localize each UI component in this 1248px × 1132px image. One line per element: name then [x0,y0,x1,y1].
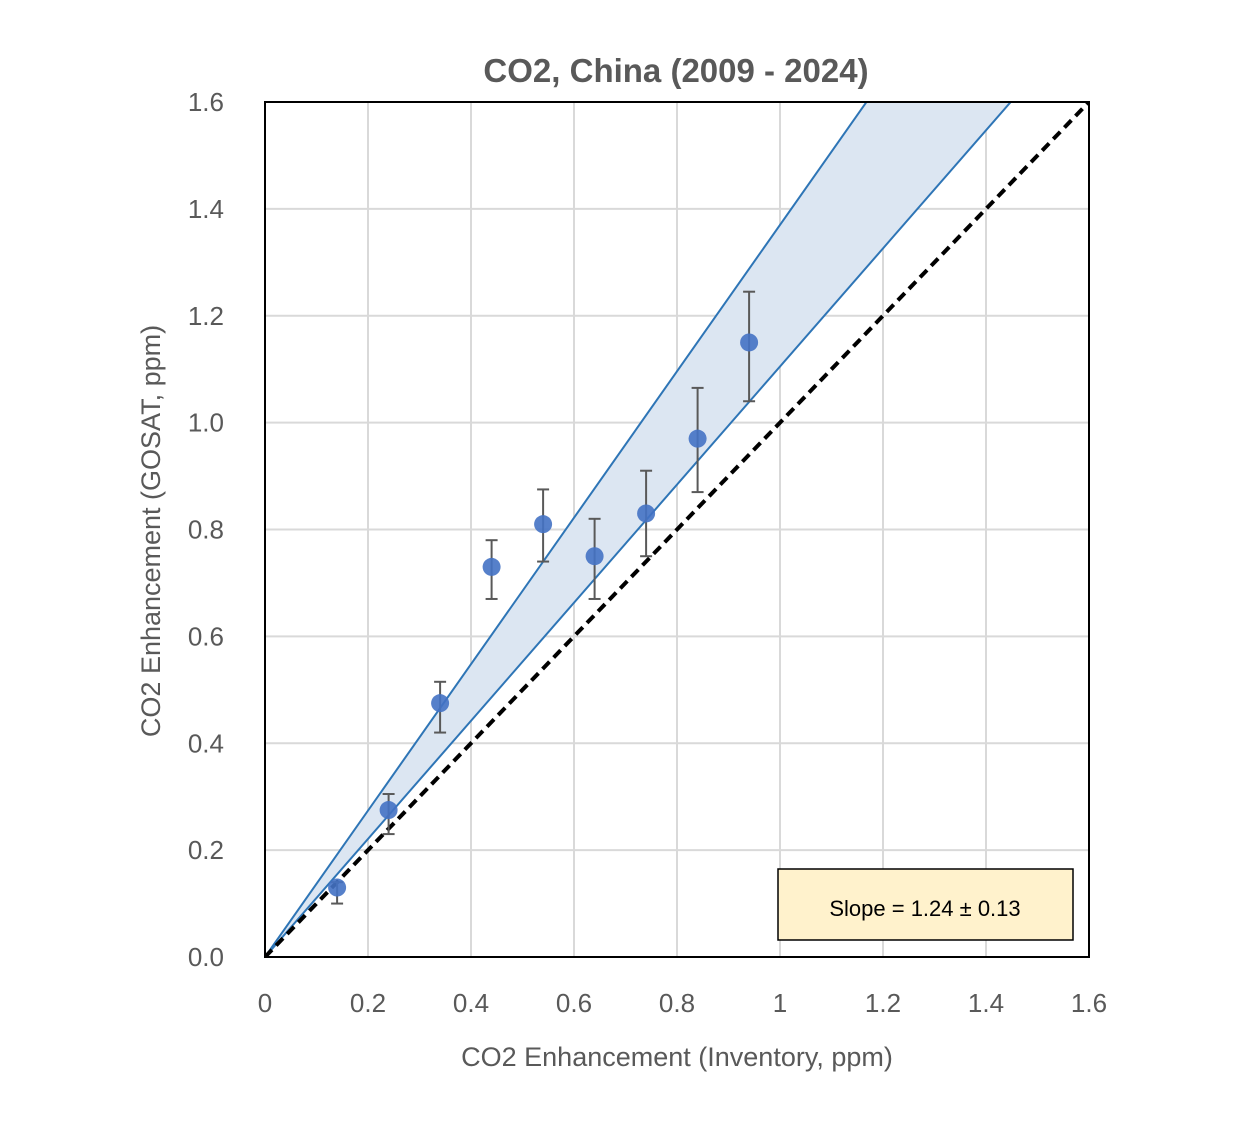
x-tick-label: 0 [258,988,272,1018]
x-axis-label: CO2 Enhancement (Inventory, ppm) [461,1042,893,1072]
x-tick-label: 0.6 [556,988,592,1018]
one-to-one-line [265,102,1089,957]
data-point [688,429,707,448]
reference-line [265,102,1089,957]
plot-frame [264,101,1090,958]
x-tick-label: 1.4 [968,988,1004,1018]
confidence-band [265,102,1013,957]
y-tick-label: 0.0 [188,942,224,972]
band-upper-line [265,102,868,957]
y-axis-label: CO2 Enhancement (GOSAT, ppm) [136,325,166,737]
x-tick-label: 1.2 [865,988,901,1018]
x-tick-labels: 0 0.2 0.4 0.6 0.8 1 1.2 1.4 1.6 [258,988,1107,1018]
x-tick-label: 0.2 [350,988,386,1018]
y-tick-label: 0.4 [188,728,224,758]
x-tick-label: 1 [773,988,787,1018]
data-point [431,694,450,713]
y-tick-label: 0.6 [188,621,224,651]
slope-annotation-text: Slope = 1.24 ± 0.13 [829,896,1020,921]
y-tick-label: 1.2 [188,301,224,331]
data-point [740,333,759,352]
data-point [637,504,656,523]
x-tick-label: 0.8 [659,988,695,1018]
data-point [585,547,604,566]
band-lower-line [265,102,1013,957]
y-tick-label: 1.6 [188,87,224,117]
data-point [328,878,347,897]
y-tick-label: 1.4 [188,194,224,224]
x-tick-label: 1.6 [1071,988,1107,1018]
y-tick-label: 1.0 [188,408,224,438]
data-point [482,557,501,576]
data-point [534,515,553,534]
data-points [328,333,759,897]
y-tick-labels: 0.0 0.2 0.4 0.6 0.8 1.0 1.2 1.4 1.6 [188,87,224,972]
x-tick-label: 0.4 [453,988,489,1018]
y-tick-label: 0.2 [188,835,224,865]
data-point [379,801,398,820]
slope-annotation-box [777,868,1074,941]
slope-annotation: Slope = 1.24 ± 0.13 [777,868,1074,941]
chart-title: CO2, China (2009 - 2024) [483,52,868,89]
y-tick-label: 0.8 [188,515,224,545]
